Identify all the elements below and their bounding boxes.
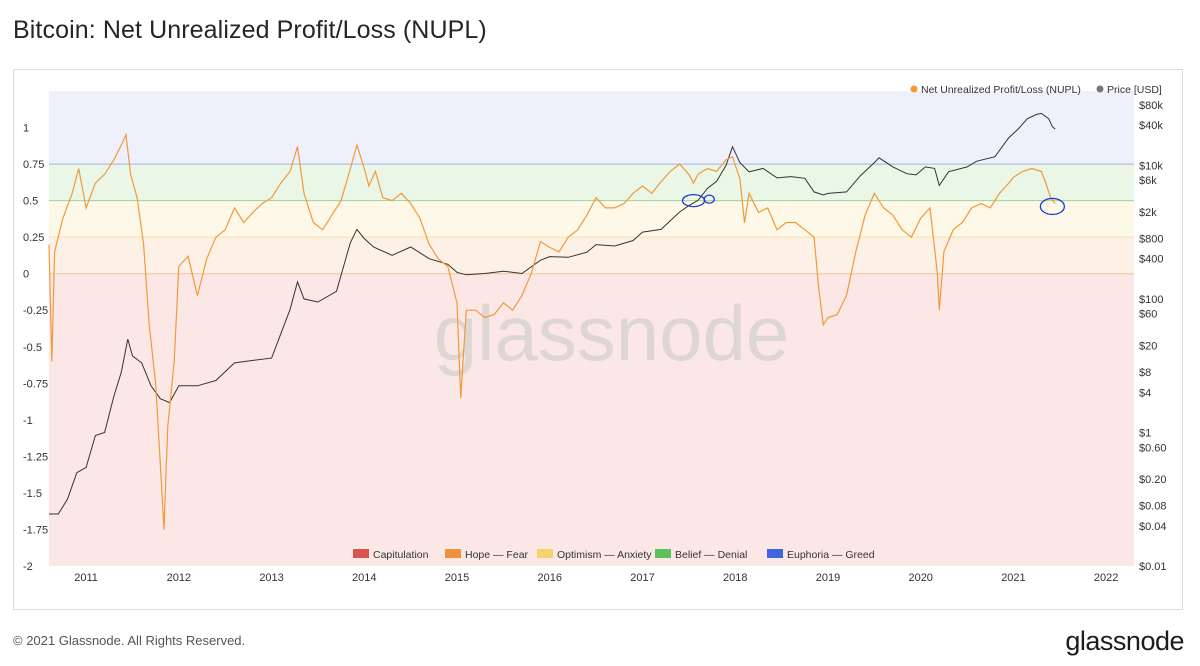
y-left-tick: -0.5 <box>23 342 42 354</box>
zone-legend-label: Belief — Denial <box>675 549 747 561</box>
annotation-circle <box>1039 197 1066 216</box>
y-right-tick: $20 <box>1139 341 1157 353</box>
y-right-tick: $10k <box>1139 160 1163 172</box>
legend-marker <box>910 85 918 93</box>
y-right-tick: $40k <box>1139 120 1163 132</box>
zone-band-0 <box>49 91 1134 165</box>
y-left-tick: 0.5 <box>23 196 38 208</box>
y-left-tick: 0.25 <box>23 232 44 244</box>
copyright-text: © 2021 Glassnode. All Rights Reserved. <box>13 633 246 648</box>
x-tick: 2020 <box>908 572 932 584</box>
y-left-tick: -1.75 <box>23 524 48 536</box>
zone-legend-swatch <box>537 549 553 558</box>
zone-legend-label: Optimism — Anxiety <box>557 549 652 561</box>
legend-marker <box>1096 85 1104 93</box>
y-left-tick: -2 <box>23 561 33 573</box>
y-left-tick: -1.25 <box>23 451 48 463</box>
nupl-chart: glassnode 1 0.75 0.5 0.25 0 -0.25 -0.5 -0.75 -1 -1… <box>23 84 1167 584</box>
zone-legend-label: Hope — Fear <box>465 549 529 561</box>
zone-legend-swatch <box>445 549 461 558</box>
zone-band-4 <box>49 273 1134 566</box>
y-right-tick: $80k <box>1139 100 1163 112</box>
y-left-tick: 0.75 <box>23 159 44 171</box>
y-left-tick: -1.5 <box>23 488 42 500</box>
x-tick: 2014 <box>352 572 376 584</box>
y-right-tick: $0.60 <box>1139 442 1167 454</box>
series-price-line <box>49 112 1056 515</box>
glassnode-logo[interactable]: glassnode <box>1065 626 1184 656</box>
x-tick: 2018 <box>723 572 747 584</box>
y-right-tick: $0.01 <box>1139 561 1167 573</box>
zone-legend-swatch <box>655 549 671 558</box>
watermark: glassnode <box>434 289 790 377</box>
y-left-tick: -1 <box>23 415 33 427</box>
y-right-tick: $100 <box>1139 294 1163 306</box>
x-tick: 2017 <box>630 572 654 584</box>
x-tick: 2021 <box>1001 572 1025 584</box>
series-nupl-line <box>48 132 1056 530</box>
y-right-tick: $0.08 <box>1139 501 1167 513</box>
chart-frame: glassnode 1 0.75 0.5 0.25 0 -0.25 -0.5 -0.75 -1 -1… <box>13 69 1183 610</box>
x-tick: 2019 <box>816 572 840 584</box>
zone-band-3 <box>49 237 1134 274</box>
zone-legend-label: Capitulation <box>373 549 429 561</box>
x-tick: 2016 <box>538 572 562 584</box>
y-right-tick: $2k <box>1139 207 1157 219</box>
zone-legend-swatch <box>353 549 369 558</box>
y-right-tick: $400 <box>1139 254 1163 266</box>
y-right-tick: $8 <box>1139 367 1151 379</box>
y-right-tick: $800 <box>1139 234 1163 246</box>
zone-band-1 <box>49 164 1134 201</box>
y-right-tick: $0.04 <box>1139 521 1167 533</box>
y-right-tick: $1 <box>1139 427 1151 439</box>
legend-label: Price [USD] <box>1107 84 1162 96</box>
x-tick: 2012 <box>167 572 191 584</box>
x-tick: 2013 <box>259 572 283 584</box>
y-left-tick: -0.25 <box>23 305 48 317</box>
x-tick: 2022 <box>1094 572 1118 584</box>
y-right-tick: $0.20 <box>1139 474 1167 486</box>
annotation-circle <box>703 194 715 204</box>
y-left-tick: 1 <box>23 123 29 135</box>
zone-legend-swatch <box>767 549 783 558</box>
y-right-tick: $4 <box>1139 387 1151 399</box>
legend-label: Net Unrealized Profit/Loss (NUPL) <box>921 84 1081 96</box>
y-right-tick: $6k <box>1139 175 1157 187</box>
page-title: Bitcoin: Net Unrealized Profit/Loss (NUP… <box>13 16 487 44</box>
y-left-tick: -0.75 <box>23 378 48 390</box>
y-right-tick: $60 <box>1139 309 1157 321</box>
y-left-tick: 0 <box>23 269 29 281</box>
x-tick: 2015 <box>445 572 469 584</box>
x-tick: 2011 <box>74 572 98 584</box>
zone-legend-label: Euphoria — Greed <box>787 549 875 561</box>
